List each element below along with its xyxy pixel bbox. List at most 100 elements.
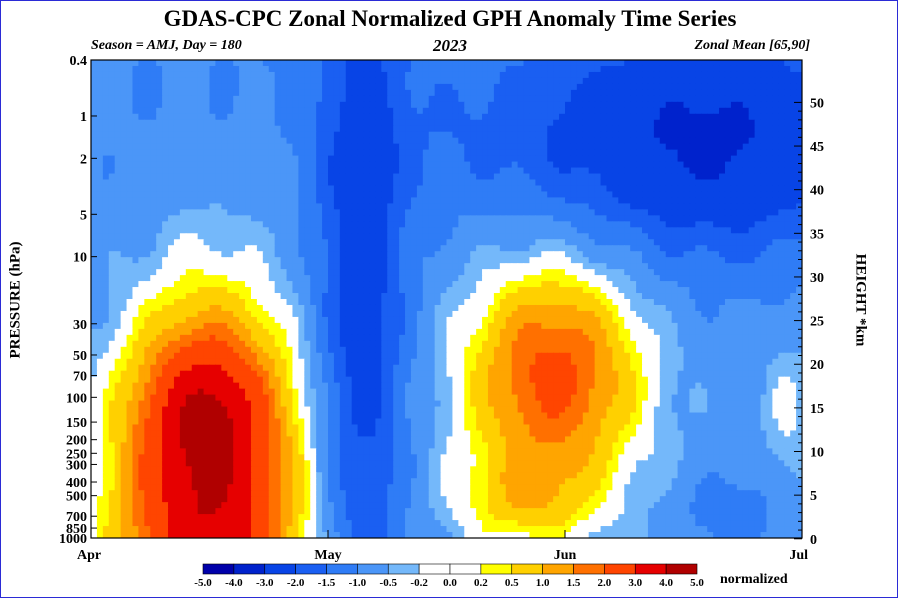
anomaly-cell [600,143,608,151]
anomaly-cell [529,149,536,157]
anomaly-cell [138,83,145,91]
anomaly-cell [304,60,311,67]
anomaly-cell [162,95,169,103]
anomaly-cell [701,191,708,199]
anomaly-cell [405,299,412,306]
anomaly-cell [434,65,442,73]
anomaly-cell [393,173,400,181]
anomaly-cell [434,83,442,91]
anomaly-cell [624,65,631,73]
anomaly-cell [239,119,246,127]
anomaly-cell [351,137,359,145]
anomaly-cell [292,191,299,199]
anomaly-cell [268,149,276,157]
anomaly-cell [493,203,501,210]
anomaly-cell [689,281,696,288]
anomaly-cell [369,251,376,258]
anomaly-cell [606,239,613,246]
anomaly-cell [292,203,299,210]
anomaly-cell [168,125,175,133]
anomaly-cell [292,281,299,288]
anomaly-cell [713,221,720,228]
anomaly-cell [582,161,590,169]
anomaly-cell [606,107,613,115]
anomaly-cell [357,215,365,222]
anomaly-cell [369,304,376,312]
anomaly-cell [446,161,454,169]
anomaly-cell [553,83,560,91]
anomaly-cell [541,83,548,91]
anomaly-cell [553,293,560,300]
anomaly-cell [351,263,359,270]
anomaly-cell [689,65,696,73]
anomaly-cell [570,209,578,216]
anomaly-cell [547,245,554,252]
anomaly-cell [464,304,471,312]
anomaly-cell [499,131,507,139]
anomaly-cell [405,119,412,127]
anomaly-cell [529,293,536,300]
anomaly-cell [156,95,163,103]
anomaly-cell [624,221,631,228]
anomaly-cell [565,173,572,181]
anomaly-cell [742,125,750,133]
anomaly-cell [345,60,353,67]
anomaly-cell [547,173,554,181]
anomaly-cell [114,304,122,312]
anomaly-cell [333,281,341,288]
anomaly-cell [298,257,305,264]
anomaly-cell [713,65,720,73]
anomaly-cell [547,101,554,109]
anomaly-cell [416,113,424,121]
anomaly-cell [736,161,744,169]
anomaly-cell [245,131,252,139]
anomaly-cell [351,304,359,312]
anomaly-cell [138,203,145,210]
anomaly-cell [369,215,376,222]
anomaly-cell [642,101,649,109]
anomaly-cell [653,167,661,175]
anomaly-cell [754,137,762,145]
anomaly-cell [796,227,802,234]
anomaly-cell [618,101,625,109]
anomaly-cell [310,263,317,270]
anomaly-cell [701,125,708,133]
anomaly-cell [665,251,673,258]
anomaly-cell [375,304,382,312]
anomaly-cell [357,77,365,85]
anomaly-cell [239,203,246,210]
anomaly-cell [120,251,128,258]
anomaly-cell [316,221,323,228]
anomaly-cell [333,263,341,270]
anomaly-cell [168,227,175,234]
anomaly-cell [440,101,448,109]
anomaly-cell [399,239,406,246]
anomaly-cell [499,251,507,258]
anomaly-cell [707,60,714,67]
anomaly-cell [357,137,365,145]
anomaly-cell [168,221,175,228]
anomaly-cell [671,125,679,133]
anomaly-cell [209,221,217,228]
anomaly-cell [274,95,282,103]
anomaly-cell [683,107,691,115]
anomaly-cell [724,281,732,288]
anomaly-cell [470,203,477,210]
anomaly-cell [535,161,542,169]
anomaly-cell [547,203,554,210]
anomaly-cell [511,269,519,276]
anomaly-cell [191,233,199,240]
anomaly-cell [796,251,802,258]
anomaly-cell [256,203,264,210]
anomaly-cell [114,239,122,246]
anomaly-cell [422,113,430,121]
anomaly-cell [381,221,388,228]
anomaly-cell [381,185,388,193]
anomaly-cell [559,89,566,97]
anomaly-cell [618,113,625,121]
anomaly-cell [624,71,631,79]
anomaly-cell [677,263,685,270]
anomaly-cell [636,143,643,151]
anomaly-cell [316,119,323,127]
anomaly-cell [541,209,548,216]
